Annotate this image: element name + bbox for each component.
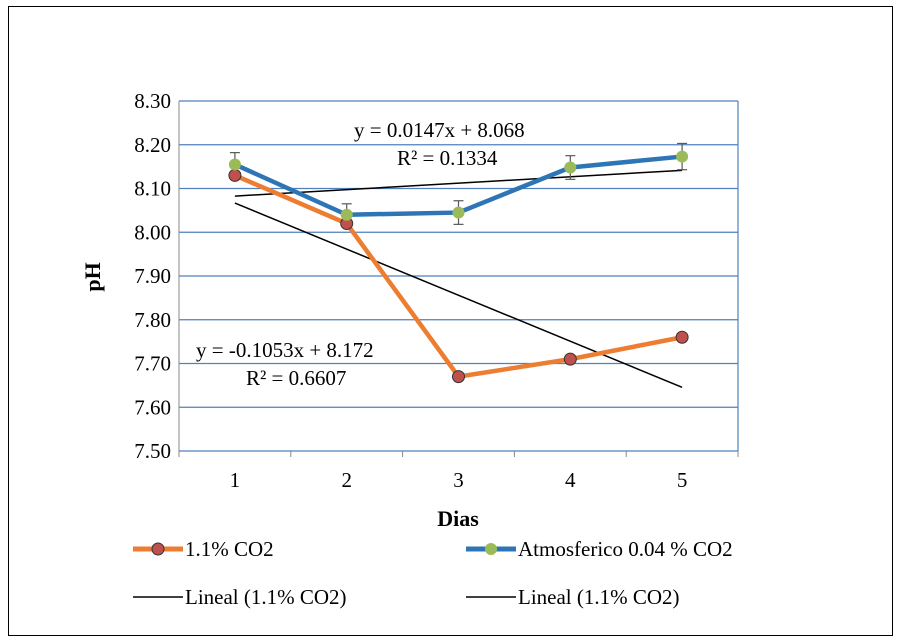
gridlines <box>178 100 739 457</box>
x-tick-label: 2 <box>341 468 352 492</box>
data-point-series-2 <box>228 158 241 171</box>
y-axis-title: pH <box>80 262 105 291</box>
trendline-1-r2: R² = 0.6607 <box>246 366 346 390</box>
legend: 1.1% CO2 Atmosferico 0.04 % CO2 Lineal (… <box>133 537 733 609</box>
y-tick-labels: 8.30 8.20 8.10 8.00 7.90 7.80 7.70 7.60 7.50 <box>134 89 171 463</box>
legend-label-trend-2: Lineal (1.1% CO2) <box>518 585 680 609</box>
legend-marker-series-2 <box>485 543 497 555</box>
legend-label-series-1: 1.1% CO2 <box>185 537 274 561</box>
y-tick-label: 7.70 <box>134 352 171 376</box>
data-point-series-2 <box>452 206 465 219</box>
y-tick-label: 7.80 <box>134 308 171 332</box>
y-tick-label: 7.90 <box>134 264 171 288</box>
trendline-2 <box>234 169 683 197</box>
x-axis-title: Dias <box>437 506 479 531</box>
x-tick-label: 5 <box>677 468 688 492</box>
data-point-series-1 <box>452 370 465 384</box>
data-point-series-1 <box>675 330 689 344</box>
trendline-2-r2: R² = 0.1334 <box>397 146 498 170</box>
trendline-2-equation: y = 0.0147x + 8.068 <box>354 118 525 142</box>
legend-label-series-2: Atmosferico 0.04 % CO2 <box>518 537 733 561</box>
x-tick-label: 3 <box>453 468 464 492</box>
y-tick-label: 7.60 <box>134 395 171 419</box>
data-point-series-2 <box>564 161 577 174</box>
data-point-series-2 <box>676 150 689 163</box>
y-tick-label: 8.20 <box>134 133 171 157</box>
data-point-series-1 <box>228 168 242 182</box>
y-tick-label: 8.10 <box>134 177 171 201</box>
trendline-1-equation: y = -0.1053x + 8.172 <box>196 338 374 362</box>
x-tick-label: 4 <box>565 468 576 492</box>
legend-marker-series-1 <box>151 542 165 556</box>
y-tick-label: 8.30 <box>134 89 171 113</box>
y-tick-label: 8.00 <box>134 220 171 244</box>
data-point-series-1 <box>563 352 577 366</box>
trendlines <box>234 169 683 389</box>
y-tick-label: 7.50 <box>134 439 171 463</box>
x-tick-label: 1 <box>230 468 241 492</box>
data-point-series-2 <box>340 208 353 221</box>
legend-label-trend-1: Lineal (1.1% CO2) <box>185 585 347 609</box>
trendline-1 <box>234 202 683 389</box>
x-tick-labels: 1 2 3 4 5 <box>230 468 688 492</box>
series-markers <box>228 150 689 384</box>
